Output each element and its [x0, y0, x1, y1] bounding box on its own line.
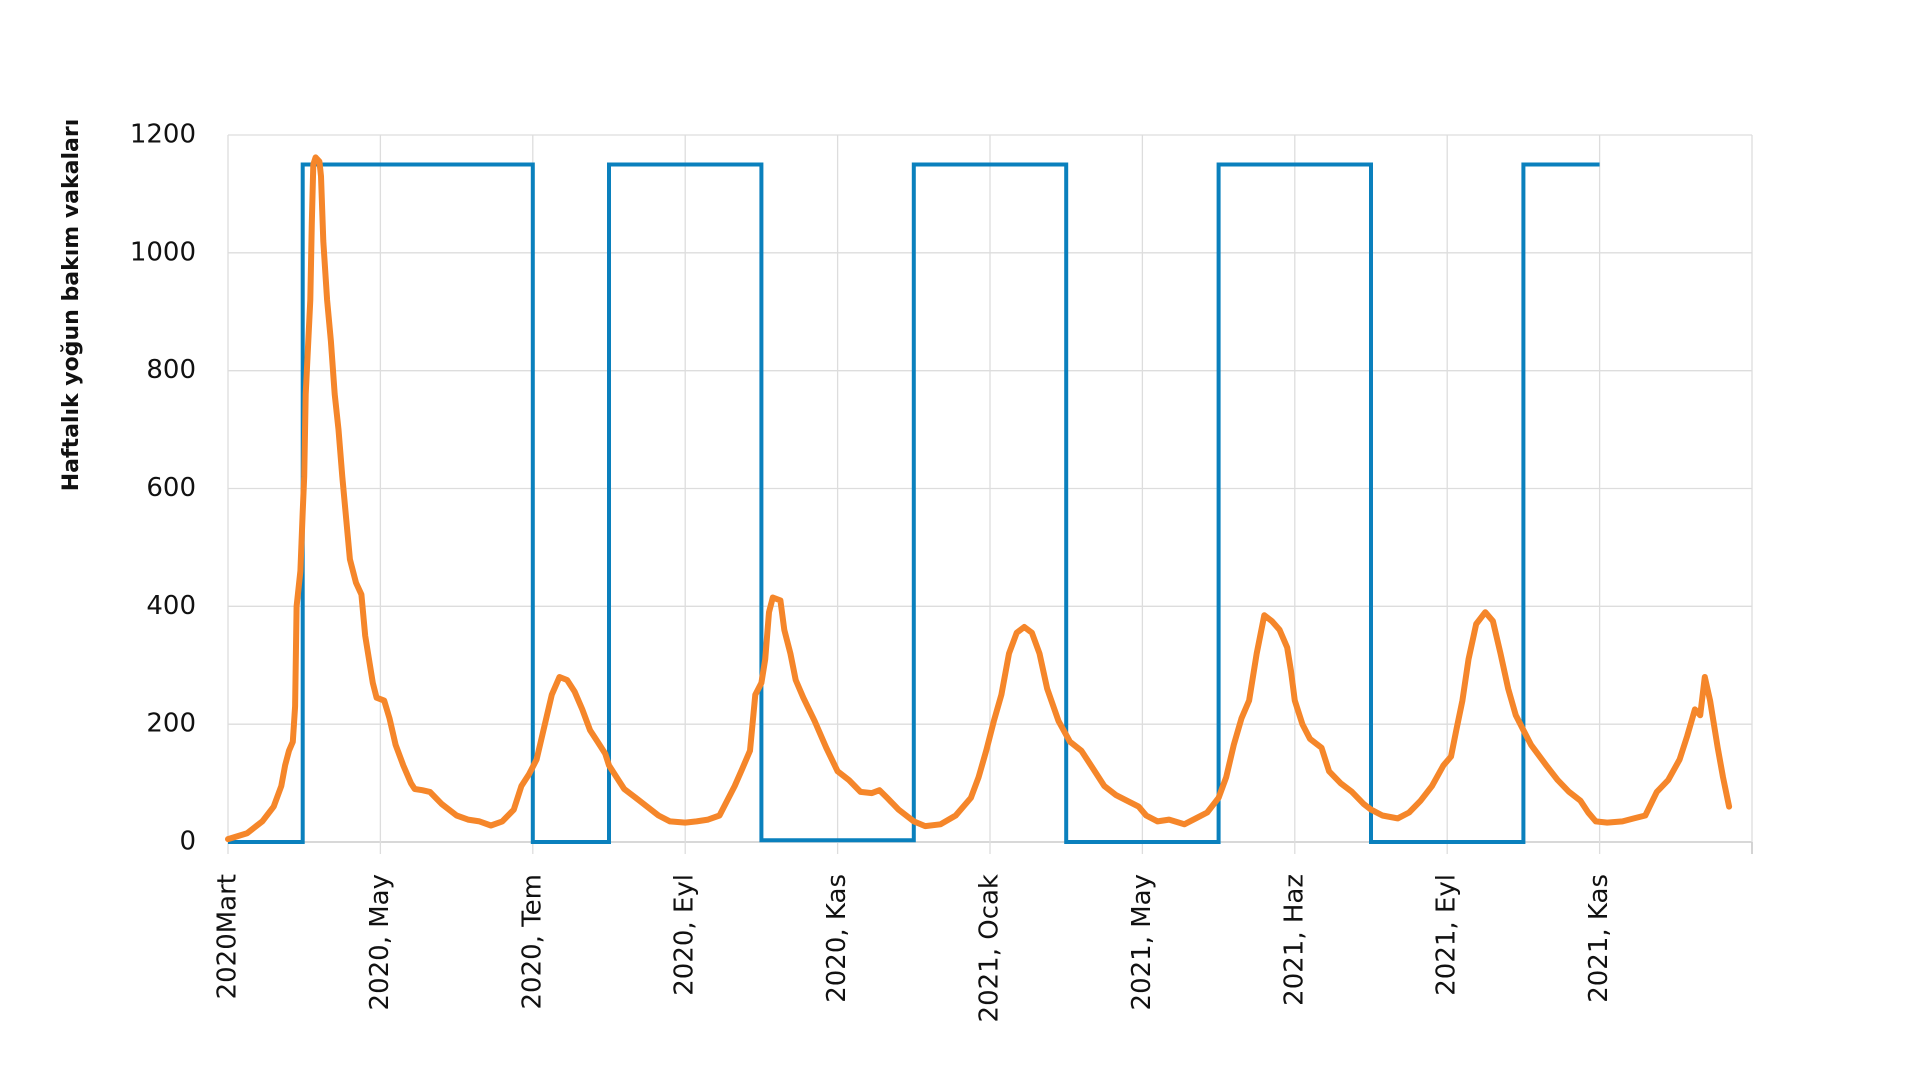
y-tick-label: 200: [146, 709, 196, 739]
series-line-icu-cases: [225, 154, 1733, 843]
x-tick-label: 2021, Haz: [1279, 874, 1309, 1006]
y-axis-label: Haftalık yoğun bakım vakaları: [59, 119, 84, 492]
x-tick-label: 2020, Eyl: [670, 874, 700, 996]
y-tick-label: 1200: [130, 120, 196, 150]
x-tick-label: 2021, Kas: [1584, 874, 1614, 1003]
x-tick-label: 2020, May: [365, 874, 395, 1010]
series-line-periods: [228, 162, 1600, 844]
x-tick-label: 2020, Tem: [517, 874, 547, 1009]
x-tick-label: 2020Mart: [213, 874, 243, 999]
x-axis-ticks: 2020Mart 2020, May 2020, Tem 2020, Eyl 2020,…: [213, 874, 1615, 1022]
x-tick-label: 2020, Kas: [822, 874, 852, 1003]
x-tick-label: 2021, May: [1127, 874, 1157, 1010]
y-tick-label: 400: [146, 591, 196, 621]
x-tick-label: 2021, Eyl: [1432, 874, 1462, 996]
x-tick-label: 2021, Ocak: [975, 874, 1005, 1022]
y-tick-label: 600: [146, 473, 196, 503]
y-tick-label: 1000: [130, 237, 196, 267]
y-tick-label: 800: [146, 355, 196, 385]
series-layer: [225, 154, 1733, 844]
y-axis-ticks: 0 200 400 600 800 1000 1200: [130, 120, 196, 857]
y-tick-label: 0: [179, 827, 196, 857]
